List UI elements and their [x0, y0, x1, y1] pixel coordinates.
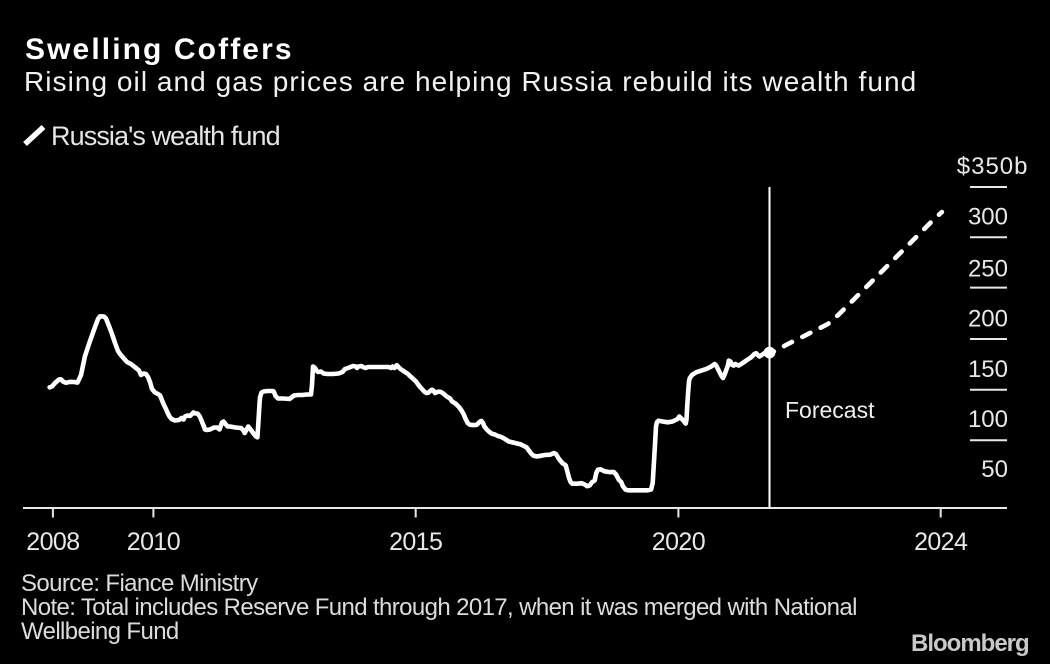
svg-text:2020: 2020: [652, 528, 705, 556]
svg-text:300: 300: [968, 204, 1008, 231]
svg-text:$350b: $350b: [957, 153, 1029, 180]
svg-text:2010: 2010: [127, 528, 180, 556]
svg-text:2024: 2024: [914, 528, 968, 556]
svg-text:100: 100: [968, 406, 1008, 433]
svg-text:150: 150: [968, 356, 1008, 383]
svg-text:250: 250: [968, 256, 1008, 283]
svg-text:200: 200: [968, 306, 1008, 333]
svg-text:2008: 2008: [26, 528, 79, 556]
svg-text:50: 50: [981, 456, 1008, 483]
svg-text:2015: 2015: [389, 528, 442, 556]
